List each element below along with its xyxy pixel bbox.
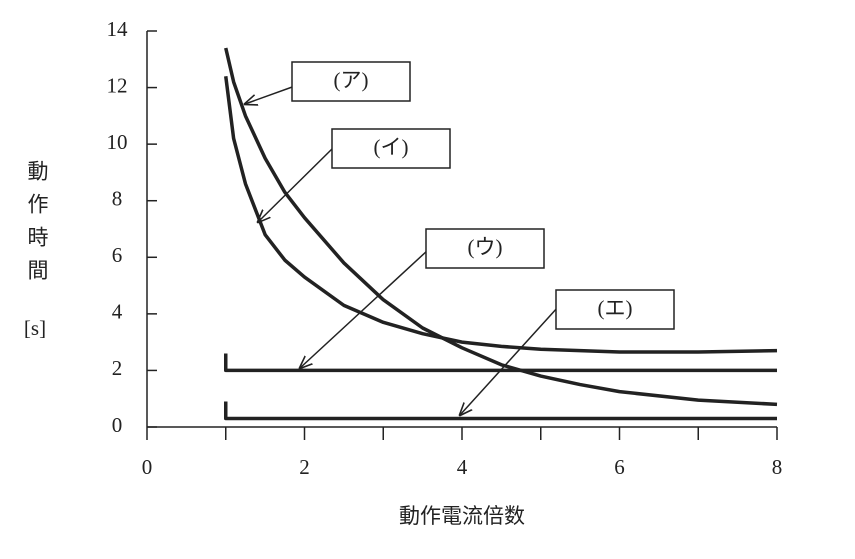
y-tick-label: 2	[112, 356, 123, 380]
y-tick-label: 8	[112, 187, 123, 211]
y-axis-unit: [s]	[24, 316, 46, 340]
annotation-box	[331, 128, 451, 169]
legend-label: (ウ)	[468, 235, 503, 259]
y-tick-label: 0	[112, 413, 123, 437]
line	[224, 47, 778, 407]
line	[224, 76, 778, 354]
x-tick-label: 2	[299, 455, 310, 479]
y-tick-label: 12	[107, 73, 128, 97]
x-tick-label: 0	[142, 455, 153, 479]
y-axis-label: 動作時間	[25, 160, 49, 292]
x-tick-label: 6	[614, 455, 625, 479]
x-tick-label: 8	[772, 455, 783, 479]
y-tick-label: 10	[107, 130, 128, 154]
legend-label: (イ)	[374, 135, 409, 159]
y-tick-label: 14	[107, 17, 129, 41]
annotation-arrow	[300, 249, 429, 368]
annotation-box	[555, 289, 675, 330]
y-tick-label: 4	[112, 300, 123, 324]
line	[224, 401, 777, 421]
annotation-arrow	[245, 85, 296, 104]
legend-label: (ア)	[334, 68, 369, 92]
y-tick-label: 6	[112, 243, 123, 267]
x-axis-label: 動作電流倍数	[399, 504, 525, 528]
annotation-arrow	[258, 146, 335, 222]
legend-label: (エ)	[598, 296, 633, 320]
annotation-box	[291, 61, 411, 102]
line	[224, 353, 777, 373]
annotation-arrow	[460, 306, 559, 415]
x-tick-label: 4	[457, 455, 468, 479]
annotation-box	[425, 228, 545, 269]
